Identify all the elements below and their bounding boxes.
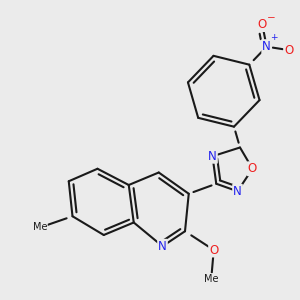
Text: N: N: [233, 185, 242, 198]
Text: O: O: [258, 18, 267, 31]
Text: O: O: [209, 244, 218, 256]
Text: Me: Me: [33, 223, 47, 232]
Text: −: −: [267, 13, 275, 23]
Text: Me: Me: [204, 274, 218, 284]
Text: N: N: [208, 150, 217, 163]
Text: O: O: [248, 162, 257, 175]
Text: N: N: [262, 40, 271, 53]
Text: N: N: [158, 240, 167, 253]
Text: +: +: [270, 33, 278, 42]
Text: O: O: [284, 44, 293, 57]
